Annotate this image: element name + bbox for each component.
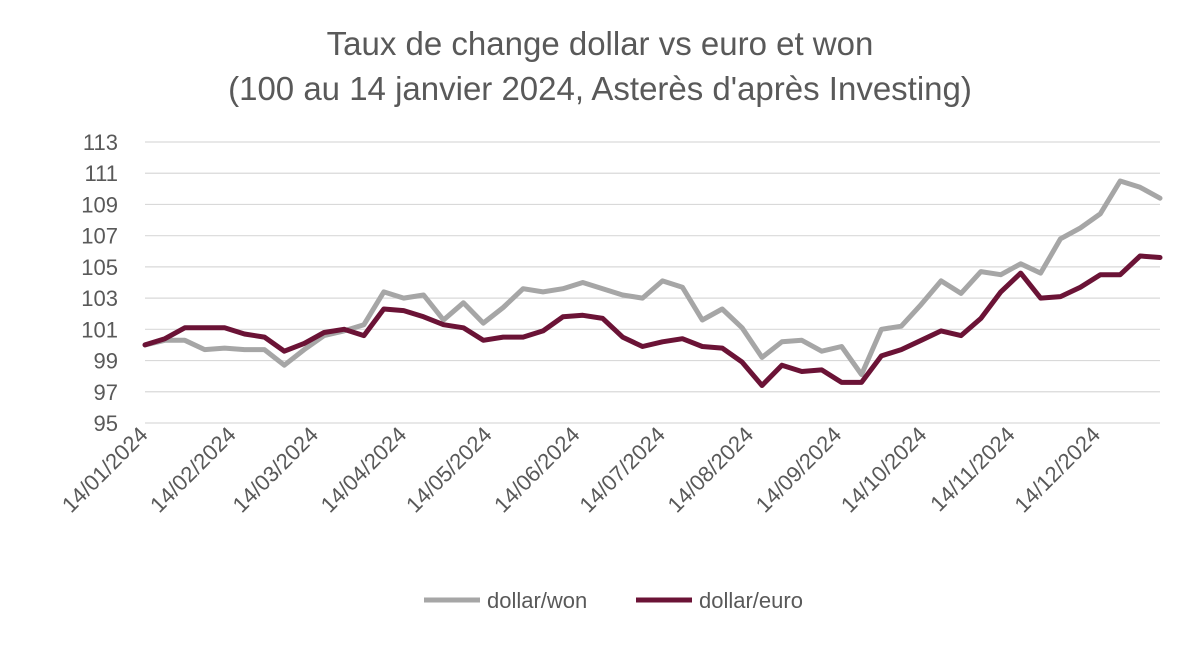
- y-tick-label: 95: [94, 411, 118, 436]
- x-tick-label: 14/05/2024: [401, 422, 497, 518]
- x-tick-label: 14/01/2024: [57, 422, 153, 518]
- y-tick-label: 107: [81, 224, 118, 249]
- x-tick-label: 14/04/2024: [316, 422, 412, 518]
- y-tick-label: 111: [85, 161, 118, 186]
- x-tick-label: 14/09/2024: [751, 422, 847, 518]
- x-tick-label: 14/10/2024: [836, 422, 932, 518]
- series-line-dollar-won: [142, 178, 1163, 378]
- y-tick-label: 99: [94, 349, 118, 374]
- x-tick-label: 14/06/2024: [489, 422, 585, 518]
- y-tick-label: 109: [81, 192, 118, 217]
- chart-title: Taux de change dollar vs euro et won: [326, 25, 874, 62]
- x-tick-label: 14/02/2024: [145, 422, 241, 518]
- x-tick-label: 14/03/2024: [228, 422, 324, 518]
- legend-label: dollar/won: [487, 588, 587, 613]
- x-tick-label: 14/11/2024: [925, 422, 1019, 516]
- x-tick-label: 14/07/2024: [574, 422, 670, 518]
- chart-subtitle: (100 au 14 janvier 2024, Asterès d'après…: [228, 70, 972, 107]
- y-tick-label: 97: [94, 380, 118, 405]
- y-tick-label: 101: [81, 317, 118, 342]
- x-tick-label: 14/12/2024: [1010, 422, 1106, 518]
- y-tick-label: 105: [81, 255, 118, 280]
- x-tick-label: 14/08/2024: [663, 422, 759, 518]
- y-tick-label: 113: [83, 130, 118, 155]
- y-tick-label: 103: [81, 286, 118, 311]
- legend-label: dollar/euro: [699, 588, 803, 613]
- series-line-dollar-euro: [142, 253, 1163, 388]
